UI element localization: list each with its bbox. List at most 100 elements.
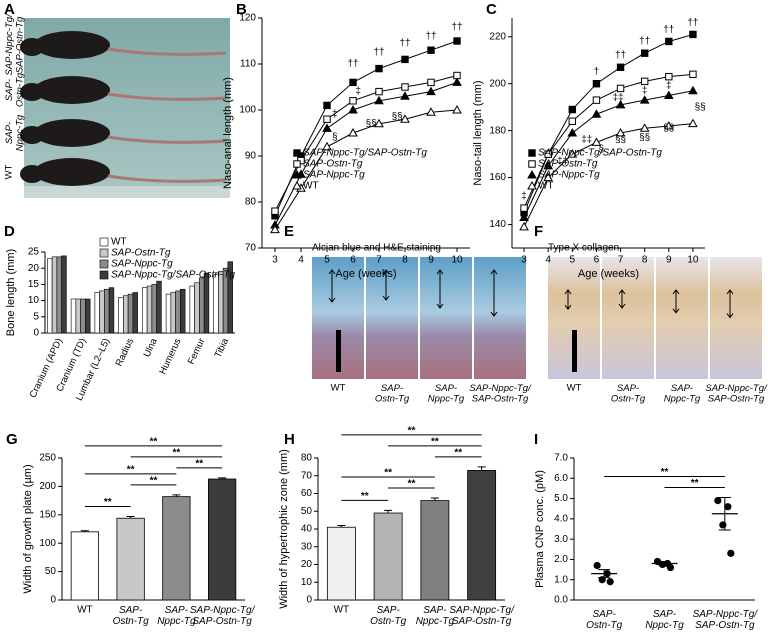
x-tick-label: SAP-Nppc-Tg/SAP-Ostn-Tg (693, 609, 759, 631)
y-tick-label: 15 (28, 279, 40, 290)
legend-label: SAP-Nppc-Tg (111, 259, 173, 270)
mouse-body (34, 158, 110, 186)
legend-label: SAP-Ostn-Tg (538, 159, 598, 170)
y-tick-label: 150 (39, 509, 56, 520)
x-tick-label: 6 (350, 255, 356, 266)
label-line: SAP-Ostn-Tg (192, 616, 252, 627)
arrow-head (382, 269, 390, 301)
label-line: SAP-Nppc-Tg/ (705, 383, 768, 394)
micrograph (420, 257, 472, 379)
y-tick-label: 10 (28, 295, 40, 306)
panel-letter: C (486, 1, 497, 18)
data-point (348, 127, 358, 137)
panel-letter: E (284, 223, 294, 240)
x-tick-label: 7 (618, 255, 624, 266)
y-tick-label: 180 (489, 125, 506, 136)
bar (80, 298, 86, 334)
panel-letter: G (6, 431, 18, 448)
data-point (453, 37, 461, 45)
annotation: †† (425, 31, 436, 42)
data-point (349, 78, 357, 87)
x-tick-label: SAP-Ostn-Tg (586, 609, 623, 631)
x-tick-label: 8 (642, 255, 648, 266)
y-axis-label: Naso-anal length (mm) (222, 77, 234, 189)
micrograph (656, 257, 708, 379)
legend-marker (293, 149, 301, 157)
x-tick-label: 7 (376, 255, 382, 266)
label-line: SAP-Nppc-Tg/ (469, 383, 532, 394)
significance-label: ** (127, 465, 135, 476)
x-tick-label: 6 (594, 255, 600, 266)
legend-marker (292, 169, 302, 179)
data-point (592, 96, 601, 104)
significance-label: ** (361, 491, 369, 502)
data-point (568, 105, 577, 114)
x-tick-label: SAP-Nppc-Tg (416, 605, 455, 627)
bar (175, 290, 181, 334)
data-point (567, 127, 578, 137)
label-line: Ostn-Tg (586, 620, 623, 631)
legend-marker (527, 180, 537, 190)
label-line: SAP- (435, 383, 457, 394)
legend-swatch (99, 237, 109, 247)
x-tick-label: 5 (570, 255, 576, 266)
micrograph (366, 257, 418, 379)
mouse-tail (107, 92, 227, 101)
significance-label: ** (454, 448, 462, 459)
x-tick-label: 10 (451, 255, 463, 266)
x-tick-label: WT (77, 605, 93, 616)
annotation: ‡‡ (581, 135, 592, 146)
data-point (567, 149, 578, 158)
y-tick-label: 80 (301, 453, 313, 464)
legend-marker (293, 160, 301, 168)
arrow-head (328, 269, 336, 303)
bar (213, 274, 219, 334)
label-line: SAP- (617, 383, 639, 394)
y-tick-label: 10 (301, 577, 313, 588)
label-line: SAP- (653, 609, 677, 620)
data-point (543, 172, 554, 182)
label-line: Ostn-Tg (611, 393, 646, 404)
legend-label: SAP-Nppc-Tg (303, 170, 365, 181)
panel-letter: F (534, 223, 543, 240)
significance-label: ** (195, 459, 203, 470)
photo-label: SAP-Nppc-Tg/SAP-Ostn-Tg (4, 13, 25, 76)
micrograph (710, 257, 762, 379)
label-line: Nppc-Tg (428, 393, 465, 404)
y-tick-label: 200 (489, 78, 506, 89)
y-tick-label: 100 (39, 538, 56, 549)
data-point (519, 212, 529, 221)
data-point (400, 114, 410, 123)
x-tick-label: 5 (324, 255, 330, 266)
y-tick-label: 70 (245, 243, 257, 254)
annotation: †† (687, 17, 698, 28)
bar (170, 292, 176, 334)
label-line: Nppc-Tg (645, 620, 684, 631)
data-point (519, 221, 529, 231)
y-tick-label: 250 (39, 453, 56, 464)
y-tick-label: 110 (240, 59, 256, 70)
error-bar (718, 497, 731, 531)
label-line: Nppc-Tg (14, 114, 25, 151)
y-tick-label: 90 (245, 151, 257, 162)
y-tick-label: 80 (245, 197, 257, 208)
series-line (274, 81, 458, 226)
data-point (593, 561, 601, 570)
significance-label: ** (408, 479, 416, 490)
arrow-head (672, 289, 680, 314)
y-tick-label: 50 (301, 506, 313, 517)
micrograph (602, 257, 654, 379)
label-line: SAP-Nppc-Tg/ (693, 609, 759, 620)
panel-letter: D (4, 223, 15, 240)
y-tick-label: 5.0 (554, 493, 568, 504)
x-tick-label: Radius (114, 336, 137, 368)
y-tick-label: 7.0 (554, 453, 568, 464)
y-axis-label: Width of hypertrophic zone (mm) (278, 449, 290, 609)
data-point (689, 30, 697, 39)
significance-label: ** (691, 478, 699, 489)
data-point (639, 95, 650, 104)
scale-bar (572, 330, 577, 372)
mouse-head (20, 126, 44, 144)
data-point (401, 55, 409, 64)
